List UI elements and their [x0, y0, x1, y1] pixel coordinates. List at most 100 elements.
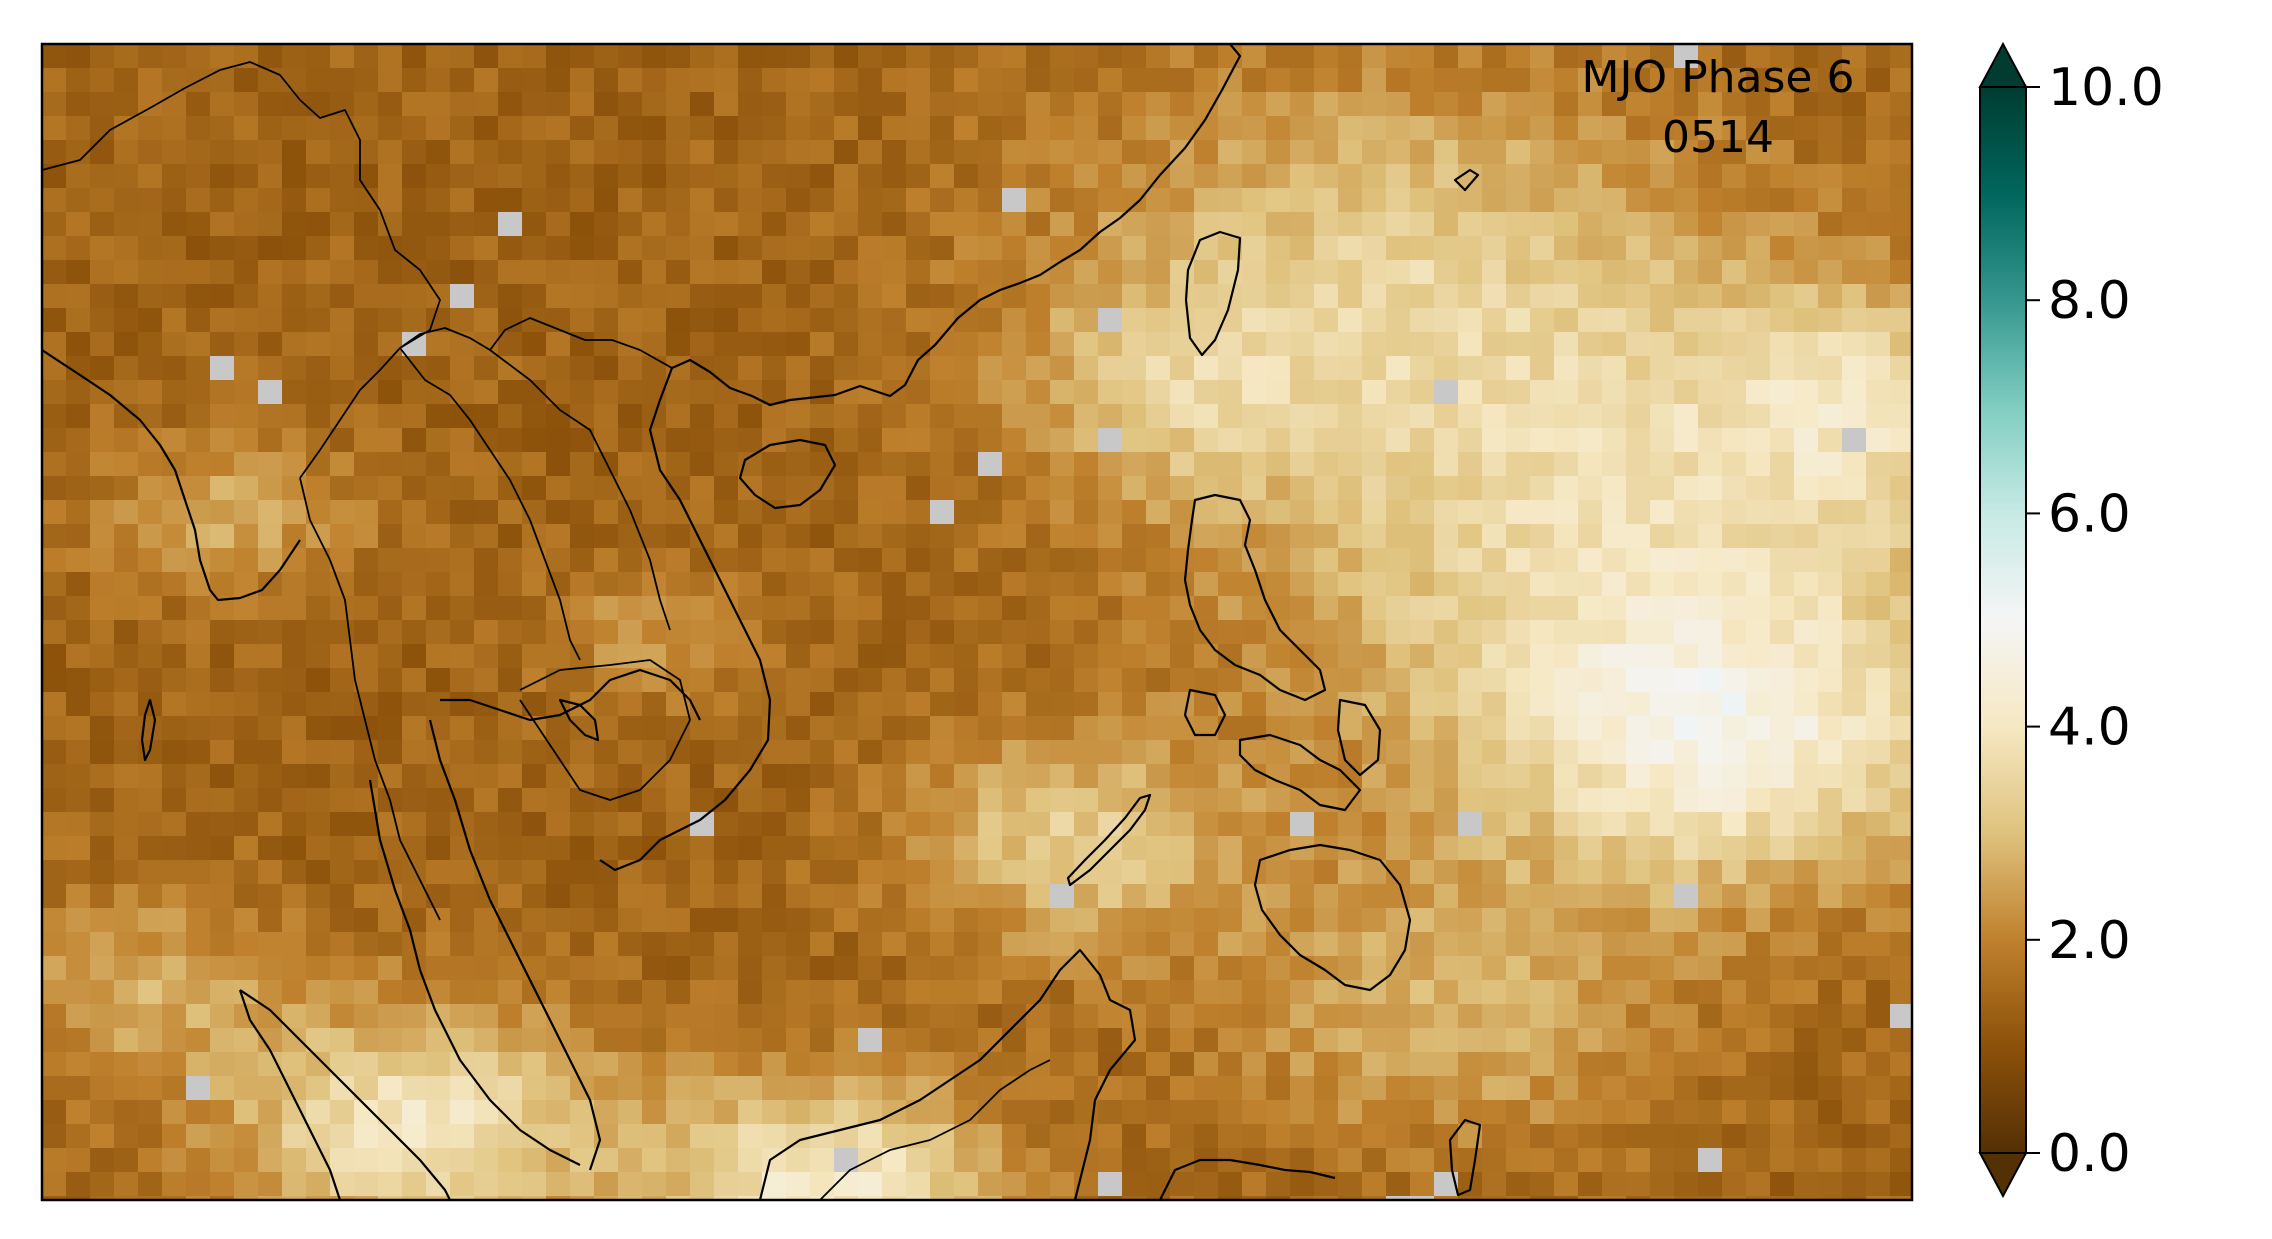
field-cell [1434, 644, 1459, 669]
field-cell [930, 404, 955, 429]
field-cell [306, 92, 331, 117]
field-cell [594, 428, 619, 453]
field-cell [1626, 308, 1651, 333]
field-cell [330, 668, 355, 693]
field-cell [762, 188, 787, 213]
field-cell [642, 908, 667, 933]
field-cell [642, 140, 667, 165]
field-cell [1578, 428, 1603, 453]
field-cell [1602, 44, 1627, 69]
field-cell [426, 476, 451, 501]
field-cell [1530, 548, 1555, 573]
field-cell [1458, 980, 1483, 1005]
field-cell [1866, 1172, 1891, 1197]
field-cell [282, 908, 307, 933]
field-cell [474, 1172, 499, 1197]
field-cell [570, 812, 595, 837]
field-cell [546, 356, 571, 381]
field-cell [114, 284, 139, 309]
field-cell [642, 980, 667, 1005]
field-cell [1818, 548, 1843, 573]
field-cell [618, 596, 643, 621]
field-cell [450, 260, 475, 285]
field-cell [1050, 980, 1075, 1005]
field-cell [1602, 428, 1627, 453]
field-cell [810, 476, 835, 501]
field-cell [1026, 1028, 1051, 1053]
field-cell [1386, 500, 1411, 525]
field-cell [594, 1076, 619, 1101]
field-cell [42, 44, 67, 69]
coastline-myanmar [42, 349, 301, 602]
field-cell [1458, 620, 1483, 645]
field-cell [1626, 716, 1651, 741]
field-cell [978, 644, 1003, 669]
field-cell [258, 44, 283, 69]
field-cell [330, 164, 355, 189]
field-cell [762, 956, 787, 981]
field-cell [90, 668, 115, 693]
field-cell [1266, 788, 1291, 813]
field-cell [354, 1196, 379, 1200]
field-cell [786, 212, 811, 237]
field-cell [546, 932, 571, 957]
field-cell [1338, 476, 1363, 501]
field-cell [186, 260, 211, 285]
field-cell [1530, 188, 1555, 213]
field-cell [1602, 1148, 1627, 1173]
field-cell [570, 548, 595, 573]
field-cell [882, 1028, 907, 1053]
field-cell [1194, 788, 1219, 813]
field-cell [930, 692, 955, 717]
field-cell [1434, 716, 1459, 741]
field-cell [330, 788, 355, 813]
field-cell [570, 764, 595, 789]
field-cell [426, 932, 451, 957]
field-cell [1722, 44, 1747, 69]
field-cell [1122, 788, 1147, 813]
field-cell [1218, 1100, 1243, 1125]
field-cell [1410, 644, 1435, 669]
field-cell [210, 1052, 235, 1077]
field-cell [1218, 644, 1243, 669]
field-cell [1002, 236, 1027, 261]
field-cell [66, 500, 91, 525]
field-cell [1266, 44, 1291, 69]
field-cell [258, 644, 283, 669]
field-cell [666, 356, 691, 381]
field-cell [1170, 1004, 1195, 1029]
field-cell [426, 404, 451, 429]
field-cell [1074, 212, 1099, 237]
field-cell [1890, 716, 1912, 741]
field-cell [570, 476, 595, 501]
field-cell [858, 524, 883, 549]
field-cell [1194, 188, 1219, 213]
field-cell [1842, 500, 1867, 525]
field-cell [882, 716, 907, 741]
field-cell [1074, 116, 1099, 141]
field-cell [1482, 68, 1507, 93]
field-cell [1482, 1124, 1507, 1149]
field-cell [810, 500, 835, 525]
field-cell [1146, 524, 1171, 549]
field-cell [714, 428, 739, 453]
field-cell [1314, 884, 1339, 909]
field-cell [1002, 1196, 1027, 1200]
field-cell [618, 1028, 643, 1053]
field-cell [1458, 764, 1483, 789]
field-cell [210, 476, 235, 501]
field-cell [90, 788, 115, 813]
field-cell [738, 68, 763, 93]
field-cell [306, 284, 331, 309]
field-cell [66, 788, 91, 813]
field-cell [546, 1124, 571, 1149]
field-cell [1266, 404, 1291, 429]
field-cell [618, 1004, 643, 1029]
field-cell [1170, 548, 1195, 573]
field-cell [426, 1028, 451, 1053]
field-cell [1530, 1172, 1555, 1197]
field-cell [474, 476, 499, 501]
field-cell [1218, 524, 1243, 549]
field-cell [954, 68, 979, 93]
field-cell [546, 524, 571, 549]
